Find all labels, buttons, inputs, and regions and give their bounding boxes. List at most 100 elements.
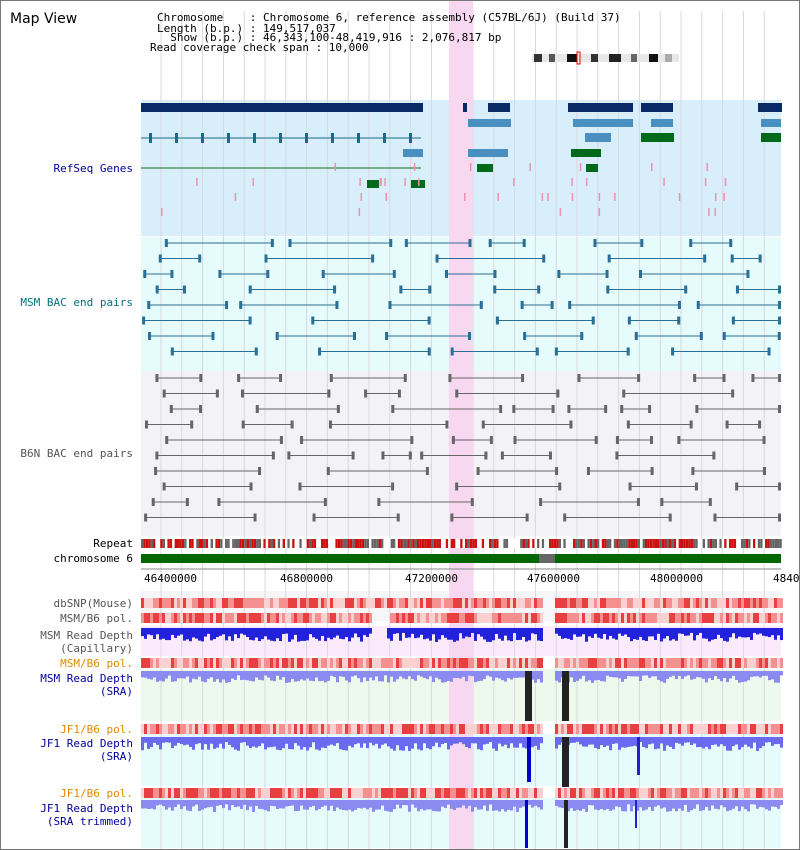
repeat-feature [465, 539, 468, 548]
track-label-b6n-bac[interactable]: B6N BAC end pairs [20, 447, 133, 460]
msm-pol2-heat [321, 658, 324, 668]
msm-pol-heat [261, 613, 264, 623]
repeat-feature [649, 539, 653, 548]
capillary-depth-bar [267, 628, 270, 640]
b6n-bac-pair-end [258, 467, 262, 475]
track-label-chromosome[interactable]: chromosome 6 [53, 552, 133, 565]
track-label-msm-bac[interactable]: MSM BAC end pairs [20, 296, 133, 309]
msm-pol2-heat [537, 658, 540, 668]
highlight-region [449, 1, 473, 849]
track-label-refseq[interactable]: RefSeq Genes [53, 162, 133, 175]
dbsnp-heat [231, 598, 234, 608]
msm-bac-pair-end [778, 316, 781, 325]
dbsnp-heat [186, 598, 189, 608]
msm-bac-pair-end [147, 301, 151, 309]
jf1-trimmed-depth-bar [501, 800, 504, 810]
jf1-trimmed-depth-bar [726, 800, 729, 812]
repeat-feature [496, 539, 499, 548]
jf1-pol2-heat [234, 788, 237, 798]
repeat-feature [448, 539, 451, 548]
track-label-repeat[interactable]: Repeat [93, 537, 133, 550]
msm-pol-heat [756, 613, 759, 623]
jf1-trimmed-depth-bar [753, 800, 756, 805]
msm-pol-heat [408, 613, 411, 623]
jf1-trimmed-depth-bar [321, 800, 324, 807]
track-label-msm-pol-1[interactable]: MSM/B6 pol. [60, 612, 133, 625]
jf1-pol2-heat [498, 788, 501, 798]
repeat-feature [683, 539, 686, 548]
jf1-depth-bar [660, 737, 663, 744]
repeat-feature [306, 539, 309, 548]
jf1-trimmed-depth-bar [735, 800, 738, 807]
refseq-small-feature [579, 163, 582, 171]
msm-pol-heat [171, 613, 174, 623]
msm-sra-depth-bar [501, 671, 504, 681]
capillary-depth-bar [369, 628, 372, 634]
msm-bac-pair-end [399, 285, 403, 294]
msm-pol2-heat [603, 658, 606, 668]
track-label-msm-depth-capillary[interactable]: MSM Read Depth [40, 629, 133, 642]
jf1-pol-heat [732, 724, 735, 734]
msm-pol-heat [696, 613, 699, 623]
capillary-depth-bar [435, 628, 438, 642]
repeat-feature [321, 539, 324, 548]
b6n-bac-pair-end [217, 498, 221, 506]
jf1-pol2-heat [204, 788, 207, 798]
msm-pol-heat [363, 613, 366, 623]
dbsnp-heat [300, 598, 303, 608]
repeat-feature [189, 539, 192, 548]
jf1-depth-bar [510, 737, 513, 744]
track-label-msm-depth-sra[interactable]: MSM Read Depth [40, 672, 133, 685]
repeat-feature [270, 539, 273, 548]
msm-sra-depth-bar [678, 671, 681, 676]
msm-pol-heat [462, 613, 465, 623]
b6n-bac-pair-end [648, 405, 652, 413]
jf1-pol2-heat [342, 788, 345, 798]
repeat-feature [604, 539, 607, 548]
msm-pol-heat [492, 613, 495, 623]
jf1-pol-heat [234, 724, 237, 734]
b6n-bac-pair-end [155, 451, 159, 460]
repeat-feature [366, 539, 369, 548]
dbsnp-heat [390, 598, 393, 608]
msm-sra-depth-bar [723, 671, 726, 678]
msm-pol2-heat [759, 658, 762, 668]
jf1-pol-heat [237, 724, 240, 734]
track-label-msm-pol-2[interactable]: MSM/B6 pol. [60, 657, 133, 670]
msm-sra-depth-bar [345, 671, 348, 681]
msm-pol2-heat [303, 658, 306, 668]
jf1-trimmed-depth-bar [648, 800, 651, 807]
track-label-jf1-pol-2[interactable]: JF1/B6 pol. [60, 787, 133, 800]
b6n-bac-pair-end [397, 389, 401, 398]
msm-pol-heat [297, 613, 300, 623]
coverage-span-info: Read coverage check span : 10,000 [150, 41, 369, 54]
msm-sra-depth-bar [780, 671, 783, 676]
jf1-depth-bar [369, 737, 372, 743]
dbsnp-heat [462, 598, 465, 608]
track-label-dbsnp[interactable]: dbSNP(Mouse) [53, 597, 133, 610]
msm-pol2-heat [609, 658, 612, 668]
repeat-feature [181, 539, 185, 548]
msm-sra-depth-bar [738, 671, 741, 683]
dbsnp-heat [765, 598, 768, 608]
jf1-trimmed-depth-bar [654, 800, 657, 807]
repeat-feature [505, 539, 509, 548]
jf1-pol-heat [591, 724, 594, 734]
jf1-depth-bar [681, 737, 684, 746]
track-label-jf1-pol-1[interactable]: JF1/B6 pol. [60, 723, 133, 736]
repeat-feature [757, 539, 761, 548]
track-label-jf1-depth[interactable]: JF1 Read Depth [40, 737, 133, 750]
msm-sra-depth-bar [573, 671, 576, 683]
track-label-jf1-depth-trimmed[interactable]: JF1 Read Depth [40, 802, 133, 815]
msm-sra-depth-bar [507, 671, 510, 679]
jf1-trimmed-depth-bar [561, 800, 564, 809]
dbsnp-heat [450, 598, 453, 608]
jf1-depth-bar [417, 737, 420, 750]
msm-sra-depth-bar [621, 671, 624, 682]
msm-pol-heat [414, 613, 417, 623]
ideogram-band [534, 54, 542, 62]
jf1-pol-heat [627, 724, 630, 734]
jf1-depth-bar [714, 737, 717, 745]
b6n-bac-pair-end [154, 467, 158, 475]
jf1-depth-bar [486, 737, 489, 744]
